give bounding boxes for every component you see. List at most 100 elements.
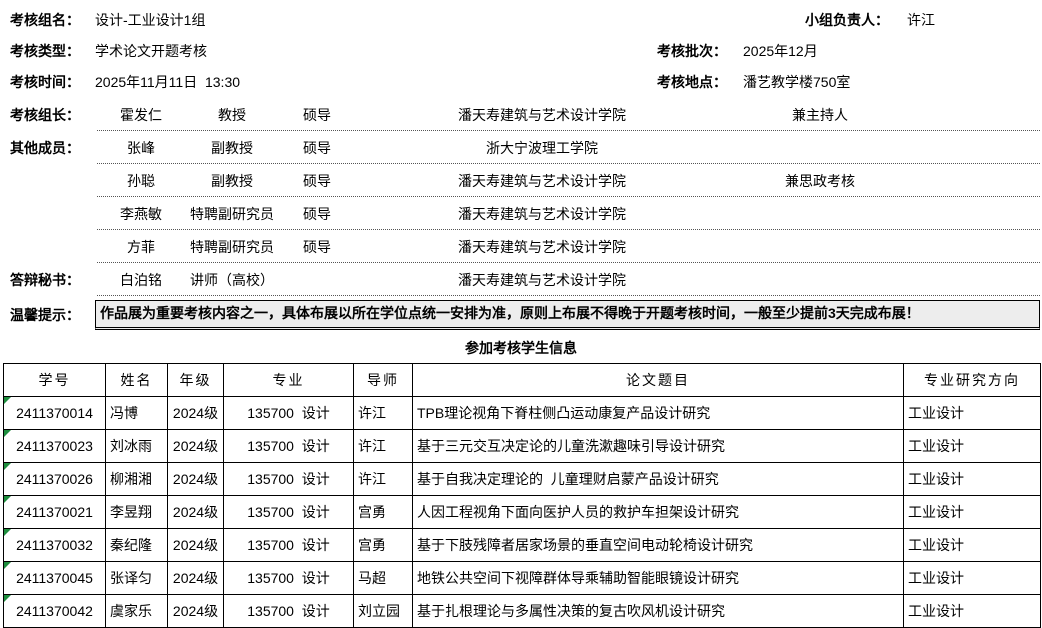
cell-advisor[interactable]: 许江 (353, 462, 413, 496)
committee-member-title: 副教授 (211, 173, 253, 189)
dotted-divider (97, 295, 1040, 296)
dotted-divider (97, 262, 1040, 263)
cell-major[interactable]: 135700 设计 (223, 528, 354, 562)
cell-thesis[interactable]: 基于三元交互决定论的儿童洗漱趣味引导设计研究 (412, 429, 904, 463)
committee-member-school: 潘天寿建筑与艺术设计学院 (458, 107, 626, 123)
cell-name[interactable]: 冯博 (105, 396, 168, 430)
cell-major[interactable]: 135700 设计 (223, 429, 354, 463)
cell-grade[interactable]: 2024级 (167, 396, 224, 430)
committee-member-school: 浙大宁波理工学院 (486, 140, 598, 156)
batch-label: 考核批次： (657, 43, 727, 59)
cell-direction[interactable]: 工业设计 (903, 561, 1041, 595)
col-header-major[interactable]: 专业 (223, 363, 354, 397)
committee-member-sup: 硕导 (303, 239, 331, 255)
type-label: 考核类型： (10, 43, 80, 59)
error-marker-icon (4, 397, 11, 404)
leader-label: 小组负责人： (805, 12, 889, 28)
error-marker-icon (4, 430, 11, 437)
cell-major[interactable]: 135700 设计 (223, 462, 354, 496)
student-row: 2411370023 刘冰雨 2024级 135700 设计 许江 基于三元交互… (3, 429, 1041, 463)
col-header-thesis[interactable]: 论文题目 (412, 363, 904, 397)
group-name-value: 设计-工业设计1组 (95, 12, 206, 28)
cell-direction[interactable]: 工业设计 (903, 594, 1041, 628)
col-header-name[interactable]: 姓名 (105, 363, 168, 397)
cell-thesis[interactable]: 基于扎根理论与多属性决策的复古吹风机设计研究 (412, 594, 904, 628)
cell-major[interactable]: 135700 设计 (223, 396, 354, 430)
cell-student-id[interactable]: 2411370021 (3, 495, 106, 529)
committee-role-label: 考核组长： (10, 107, 80, 123)
committee-member-sup: 硕导 (303, 173, 331, 189)
committee-role-label: 答辩秘书： (10, 272, 80, 288)
cell-thesis[interactable]: 地铁公共空间下视障群体导乘辅助智能眼镜设计研究 (412, 561, 904, 595)
cell-student-id[interactable]: 2411370014 (3, 396, 106, 430)
cell-thesis[interactable]: 基于下肢残障者居家场景的垂直空间电动轮椅设计研究 (412, 528, 904, 562)
tip-banner: 作品展为重要考核内容之一，具体布展以所在学位点统一安排为准，原则上布展不得晚于开… (95, 300, 1040, 330)
committee-member-name: 张峰 (127, 140, 155, 156)
committee-member-school: 潘天寿建筑与艺术设计学院 (458, 206, 626, 222)
cell-direction[interactable]: 工业设计 (903, 396, 1041, 430)
cell-name[interactable]: 李昱翔 (105, 495, 168, 529)
cell-major[interactable]: 135700 设计 (223, 561, 354, 595)
students-section-title: 参加考核学生信息 (465, 340, 577, 356)
cell-thesis[interactable]: 基于自我决定理论的 儿童理财启蒙产品设计研究 (412, 462, 904, 496)
committee-member-name: 李燕敏 (120, 206, 162, 222)
cell-thesis[interactable]: TPB理论视角下脊柱侧凸运动康复产品设计研究 (412, 396, 904, 430)
cell-direction[interactable]: 工业设计 (903, 429, 1041, 463)
leader-value: 许江 (907, 12, 935, 28)
cell-major[interactable]: 135700 设计 (223, 495, 354, 529)
cell-name[interactable]: 刘冰雨 (105, 429, 168, 463)
committee-member-title: 特聘副研究员 (190, 239, 274, 255)
cell-student-id[interactable]: 2411370032 (3, 528, 106, 562)
committee-member-title: 教授 (218, 107, 246, 123)
dotted-divider (97, 229, 1040, 230)
cell-advisor[interactable]: 宫勇 (353, 495, 413, 529)
cell-grade[interactable]: 2024级 (167, 429, 224, 463)
committee-member-school: 潘天寿建筑与艺术设计学院 (458, 173, 626, 189)
cell-direction[interactable]: 工业设计 (903, 462, 1041, 496)
cell-student-id[interactable]: 2411370023 (3, 429, 106, 463)
committee-member-extra: 兼思政考核 (785, 173, 855, 189)
cell-grade[interactable]: 2024级 (167, 495, 224, 529)
cell-grade[interactable]: 2024级 (167, 561, 224, 595)
cell-direction[interactable]: 工业设计 (903, 495, 1041, 529)
col-header-direction[interactable]: 专业研究方向 (903, 363, 1041, 397)
cell-advisor[interactable]: 许江 (353, 396, 413, 430)
student-row: 2411370045 张译匀 2024级 135700 设计 马超 地铁公共空间… (3, 561, 1041, 595)
place-label: 考核地点： (657, 74, 727, 90)
student-row: 2411370032 秦纪隆 2024级 135700 设计 宫勇 基于下肢残障… (3, 528, 1041, 562)
cell-advisor[interactable]: 马超 (353, 561, 413, 595)
dotted-divider (97, 130, 1040, 131)
cell-advisor[interactable]: 许江 (353, 429, 413, 463)
committee-member-sup: 硕导 (303, 107, 331, 123)
col-header-grade[interactable]: 年级 (167, 363, 224, 397)
cell-advisor[interactable]: 宫勇 (353, 528, 413, 562)
cell-student-id[interactable]: 2411370045 (3, 561, 106, 595)
col-header-advisor[interactable]: 导师 (353, 363, 413, 397)
time-label: 考核时间： (10, 74, 80, 90)
error-marker-icon (4, 463, 11, 470)
type-value: 学术论文开题考核 (95, 43, 207, 59)
time-value: 2025年11月11日 13:30 (95, 74, 241, 90)
cell-grade[interactable]: 2024级 (167, 528, 224, 562)
cell-student-id[interactable]: 2411370026 (3, 462, 106, 496)
cell-name[interactable]: 柳湘湘 (105, 462, 168, 496)
cell-direction[interactable]: 工业设计 (903, 528, 1041, 562)
students-header-row: 学号 姓名 年级 专业 导师 论文题目 专业研究方向 (3, 363, 1041, 397)
col-header-student-id[interactable]: 学号 (3, 363, 106, 397)
cell-name[interactable]: 虞家乐 (105, 594, 168, 628)
cell-grade[interactable]: 2024级 (167, 462, 224, 496)
committee-member-name: 方菲 (127, 239, 155, 255)
cell-advisor[interactable]: 刘立园 (353, 594, 413, 628)
cell-major[interactable]: 135700 设计 (223, 594, 354, 628)
cell-grade[interactable]: 2024级 (167, 594, 224, 628)
dotted-divider (97, 163, 1040, 164)
cell-thesis[interactable]: 人因工程视角下面向医护人员的救护车担架设计研究 (412, 495, 904, 529)
cell-student-id[interactable]: 2411370042 (3, 594, 106, 628)
committee-member-school: 潘天寿建筑与艺术设计学院 (458, 272, 626, 288)
cell-name[interactable]: 张译匀 (105, 561, 168, 595)
cell-name[interactable]: 秦纪隆 (105, 528, 168, 562)
committee-member-title: 讲师（高校） (190, 272, 274, 288)
student-row: 2411370042 虞家乐 2024级 135700 设计 刘立园 基于扎根理… (3, 594, 1041, 628)
committee-member-name: 霍发仁 (120, 107, 162, 123)
